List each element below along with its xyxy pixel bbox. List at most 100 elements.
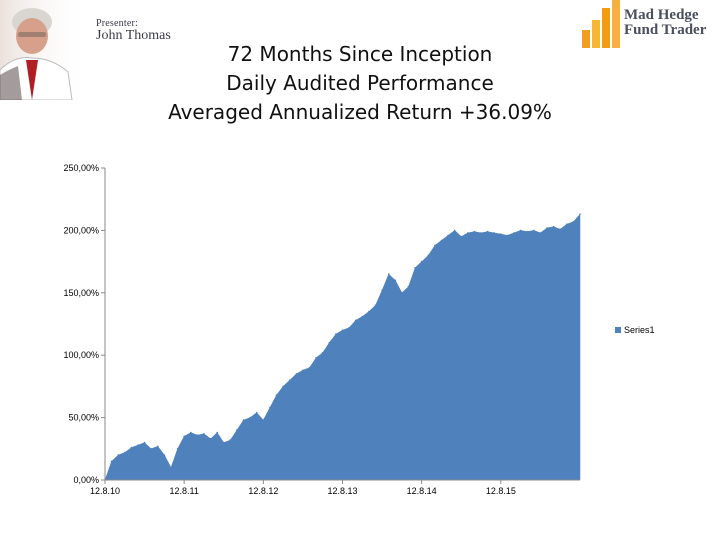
series-point: [381, 289, 383, 292]
series-point: [196, 434, 199, 436]
presenter-photo: [0, 0, 90, 101]
presenter-block: Presenter: John Thomas: [96, 18, 171, 44]
series-point: [249, 416, 251, 419]
y-tick-label: 150,00%: [63, 288, 99, 298]
series-point: [467, 232, 469, 234]
series-point: [282, 385, 284, 388]
series-point: [401, 292, 403, 294]
performance-chart: 0,00% 50,00% 100,00% 150,00% 200,00% 250,00% 1…: [63, 163, 655, 496]
logo-line1: Mad Hedge: [624, 7, 699, 23]
series-point: [203, 433, 205, 435]
x-tick-label: 12.8.12: [248, 486, 278, 496]
series-point: [302, 369, 304, 372]
series-point: [236, 429, 238, 431]
series-point: [368, 310, 370, 313]
series-point: [170, 466, 172, 469]
series-point: [434, 244, 436, 247]
series-point: [526, 230, 528, 233]
series-point: [130, 446, 133, 449]
x-tick-label: 12.8.13: [327, 486, 357, 496]
series-point: [321, 351, 324, 354]
series-point: [269, 406, 271, 409]
y-tick-label: 100,00%: [63, 350, 99, 360]
series-point: [559, 228, 561, 230]
series-point: [447, 234, 449, 237]
series-point: [387, 273, 390, 275]
series-point: [176, 448, 179, 450]
series-point: [493, 232, 496, 234]
chart-title: 72 Months Since Inception Daily Audited …: [0, 40, 720, 127]
y-tick-label: 0,00%: [73, 475, 99, 485]
series-point: [420, 260, 423, 263]
presenter-label: Presenter:: [96, 18, 138, 29]
series-point: [157, 445, 159, 448]
series-point: [255, 411, 258, 414]
title-line-1: 72 Months Since Inception: [227, 42, 493, 66]
series-point: [427, 254, 430, 257]
series-point: [394, 279, 397, 282]
series-point: [288, 379, 291, 382]
series-point: [295, 373, 298, 375]
series-point: [275, 394, 278, 396]
series-point: [335, 333, 337, 335]
series-point: [361, 315, 364, 318]
series-point: [579, 213, 581, 215]
series-point: [414, 267, 416, 269]
series-point: [137, 444, 139, 446]
series-point: [566, 223, 568, 225]
series-point: [407, 285, 410, 288]
series-point: [486, 230, 489, 233]
series-point: [110, 460, 113, 463]
logo-bars-icon: [582, 0, 620, 48]
series-point: [190, 431, 192, 434]
series-point: [209, 438, 212, 440]
series-point: [572, 220, 575, 223]
title-line-3: Averaged Annualized Return +36.09%: [168, 100, 552, 124]
series-area: [104, 213, 581, 481]
series-point: [242, 419, 245, 421]
logo-line2: Fund Trader: [624, 22, 707, 38]
series-point: [480, 232, 482, 234]
series-point: [552, 225, 555, 228]
series-point: [183, 435, 185, 438]
series-point: [341, 329, 344, 332]
x-tick-label: 12.8.14: [407, 486, 437, 496]
series-point: [328, 341, 331, 344]
series-point: [223, 441, 225, 444]
series-point: [473, 230, 476, 233]
series-point: [124, 451, 126, 454]
series-point: [308, 366, 311, 369]
y-tick-label: 50,00%: [68, 413, 99, 423]
y-tick-label: 200,00%: [63, 225, 99, 235]
series-point: [506, 234, 509, 237]
x-tick-label: 12.8.15: [486, 486, 516, 496]
series-point: [460, 235, 463, 238]
series-point: [229, 439, 232, 441]
series-point: [216, 431, 218, 434]
series-point: [262, 419, 265, 421]
series-point: [117, 454, 119, 456]
series-point: [539, 232, 542, 234]
series-point: [143, 441, 146, 444]
x-tick-label: 12.8.10: [90, 486, 120, 496]
series-point: [163, 454, 166, 456]
series-point: [453, 229, 456, 232]
series-point: [533, 229, 535, 232]
legend-swatch: [615, 327, 621, 333]
series-point: [348, 326, 350, 329]
x-tick-label: 12.8.11: [169, 486, 198, 496]
series-point: [440, 239, 443, 242]
title-line-2: Daily Audited Performance: [226, 71, 494, 95]
series-point: [519, 229, 522, 232]
presenter-name: John Thomas: [96, 28, 171, 43]
series-point: [513, 232, 515, 234]
y-tick-label: 250,00%: [63, 163, 99, 173]
series-point: [150, 448, 152, 450]
series-point: [546, 227, 548, 229]
series-point: [500, 233, 502, 235]
logo: Mad Hedge Fund Trader: [580, 0, 715, 50]
legend-label: Series1: [624, 325, 655, 335]
series-point: [374, 304, 377, 307]
series-point: [315, 356, 317, 359]
series-point: [354, 319, 357, 322]
